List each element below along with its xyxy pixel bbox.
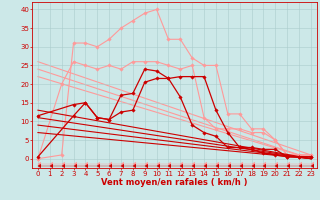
X-axis label: Vent moyen/en rafales ( km/h ): Vent moyen/en rafales ( km/h )	[101, 178, 248, 187]
